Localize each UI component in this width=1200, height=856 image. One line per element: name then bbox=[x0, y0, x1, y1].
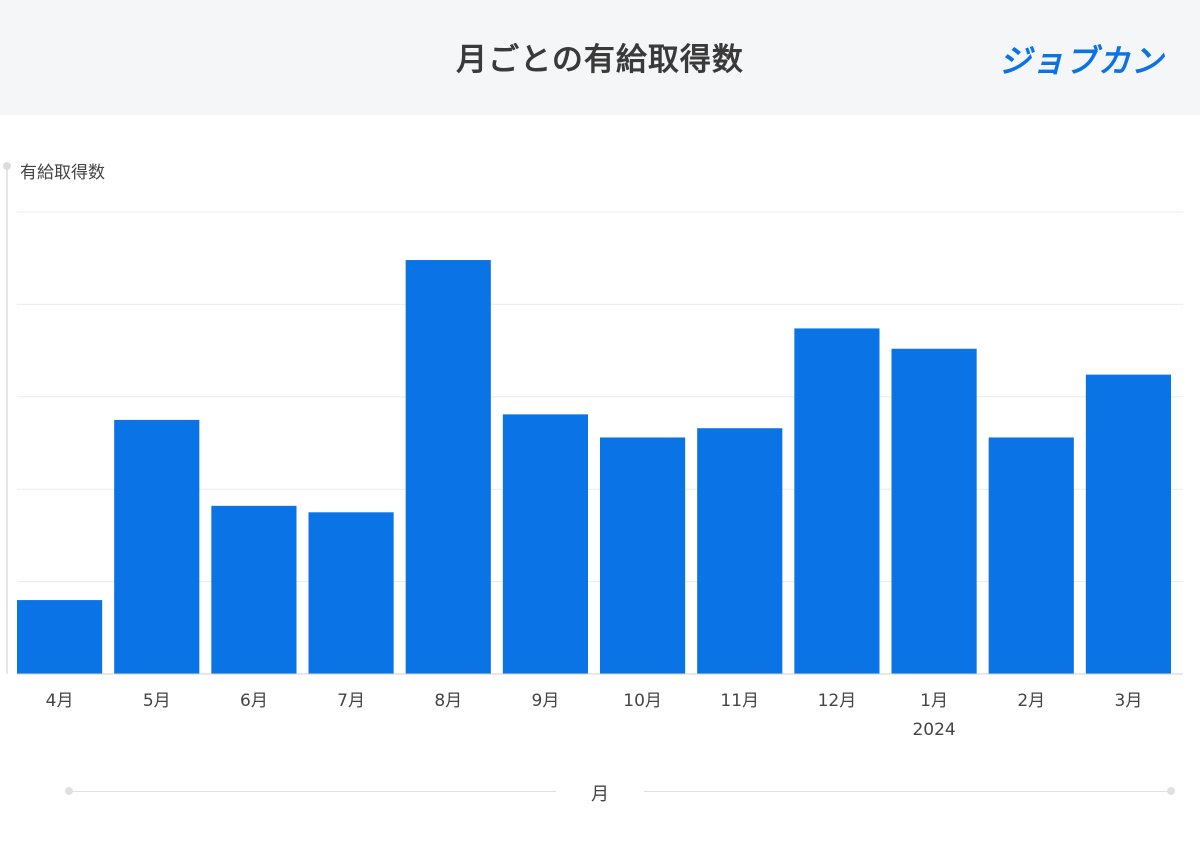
x-axis-label-row: 月 bbox=[0, 780, 1200, 805]
x-tick-label-10: 1月 bbox=[920, 691, 948, 711]
bar-1 bbox=[17, 600, 103, 674]
x-tick-label-2: 5月 bbox=[143, 691, 171, 711]
x-axis-label: 月 bbox=[591, 784, 609, 805]
x-tick-label-4: 7月 bbox=[337, 691, 365, 711]
x-tick-label-9: 12月 bbox=[818, 691, 857, 711]
x-axis-label-right-line bbox=[644, 791, 1168, 792]
x-tick-label-1: 4月 bbox=[46, 691, 74, 711]
x-axis-label-left-dot bbox=[65, 787, 73, 795]
x-tick-label-3: 6月 bbox=[240, 691, 268, 711]
x-tick-label-12: 3月 bbox=[1115, 691, 1143, 711]
chart-header: 月ごとの有給取得数 ジョブカン bbox=[0, 0, 1200, 115]
bar-4 bbox=[308, 512, 394, 674]
bar-6 bbox=[502, 414, 588, 674]
x-tick-label-11: 2月 bbox=[1017, 691, 1045, 711]
x-tick-label-7: 10月 bbox=[623, 691, 662, 711]
x-tick-label-5: 8月 bbox=[434, 691, 462, 711]
x-axis-label-right-dot bbox=[1167, 787, 1175, 795]
bar-7 bbox=[600, 437, 686, 674]
chart-title: 月ごとの有給取得数 bbox=[456, 42, 744, 78]
bar-10 bbox=[891, 348, 977, 674]
x-axis-label-left-line bbox=[72, 791, 556, 792]
x-tick-label-8: 11月 bbox=[720, 691, 759, 711]
jobcan-logo: ジョブカン bbox=[998, 42, 1164, 80]
y-axis-label: 有給取得数 bbox=[20, 163, 105, 183]
x-tick-label-6: 9月 bbox=[532, 691, 560, 711]
bar-2 bbox=[114, 419, 200, 674]
bar-5 bbox=[405, 260, 491, 674]
bar-8 bbox=[697, 428, 783, 674]
y-axis-end-dot bbox=[3, 162, 11, 170]
bar-9 bbox=[794, 328, 880, 674]
x-year-label: 2024 bbox=[912, 720, 955, 740]
bar-3 bbox=[211, 505, 297, 674]
bar-11 bbox=[988, 437, 1074, 674]
bar-12 bbox=[1085, 374, 1171, 674]
